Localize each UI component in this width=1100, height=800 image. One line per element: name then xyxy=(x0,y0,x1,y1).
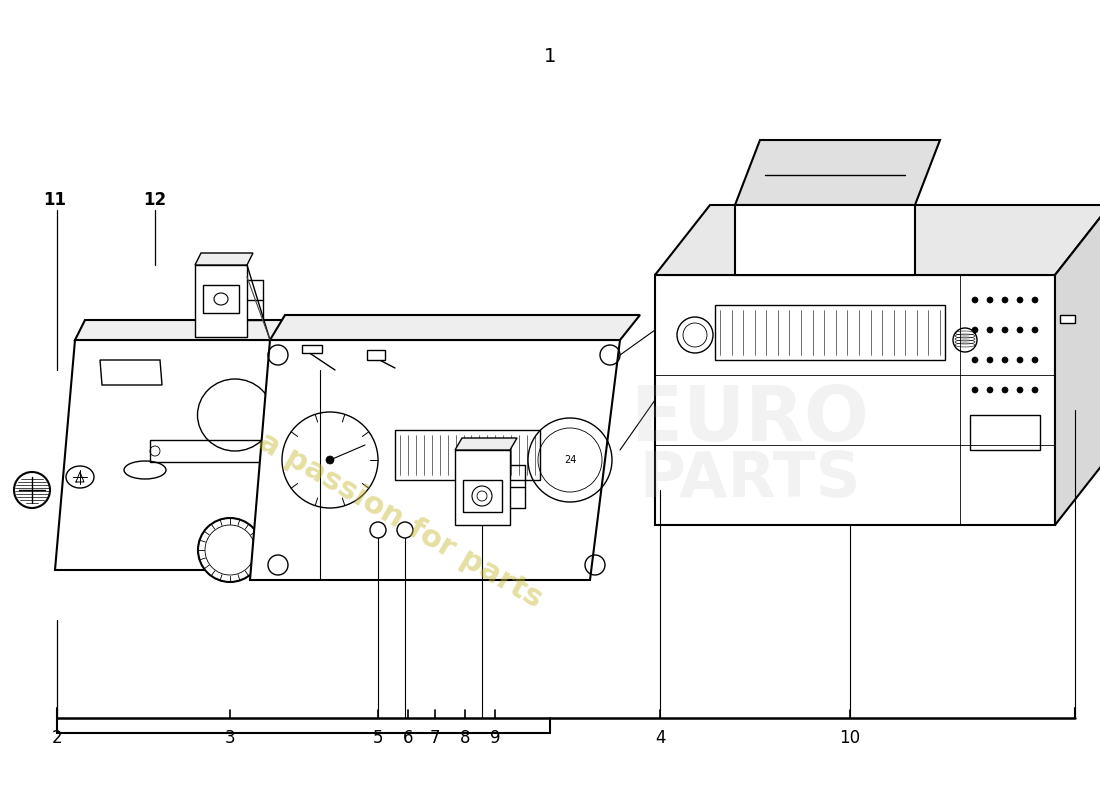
Circle shape xyxy=(1018,357,1023,363)
Polygon shape xyxy=(455,438,517,450)
Polygon shape xyxy=(100,360,162,385)
Ellipse shape xyxy=(66,466,94,488)
Bar xyxy=(310,360,382,455)
Text: 1: 1 xyxy=(543,47,557,66)
Bar xyxy=(715,305,945,360)
Text: EURO: EURO xyxy=(631,383,869,457)
Circle shape xyxy=(1032,327,1038,333)
Bar xyxy=(150,440,280,462)
Circle shape xyxy=(1002,327,1008,333)
Text: 5: 5 xyxy=(373,729,383,747)
Circle shape xyxy=(370,522,386,538)
Circle shape xyxy=(972,297,978,303)
Circle shape xyxy=(1032,387,1038,393)
Bar xyxy=(204,285,239,313)
Circle shape xyxy=(1032,357,1038,363)
Circle shape xyxy=(1002,297,1008,303)
Circle shape xyxy=(198,518,262,582)
Circle shape xyxy=(1018,297,1023,303)
Text: 9: 9 xyxy=(490,729,500,747)
Bar xyxy=(395,430,540,480)
Polygon shape xyxy=(735,205,915,275)
Bar xyxy=(195,265,248,337)
Polygon shape xyxy=(270,315,640,340)
Polygon shape xyxy=(195,253,253,265)
Polygon shape xyxy=(55,340,410,570)
Bar xyxy=(970,415,1040,450)
Polygon shape xyxy=(250,340,620,580)
Circle shape xyxy=(972,327,978,333)
Circle shape xyxy=(987,387,993,393)
Circle shape xyxy=(397,522,412,538)
Text: 7: 7 xyxy=(430,729,440,747)
Circle shape xyxy=(987,297,993,303)
Circle shape xyxy=(972,387,978,393)
Text: a passion for parts: a passion for parts xyxy=(253,426,548,614)
Circle shape xyxy=(1018,327,1023,333)
Text: 10: 10 xyxy=(839,729,860,747)
Text: 3: 3 xyxy=(224,729,235,747)
Circle shape xyxy=(987,357,993,363)
Bar xyxy=(302,345,322,353)
Polygon shape xyxy=(654,205,1100,275)
Bar xyxy=(463,480,502,512)
Text: 2: 2 xyxy=(52,729,63,747)
Text: 11: 11 xyxy=(44,191,66,209)
Text: 8: 8 xyxy=(460,729,471,747)
Circle shape xyxy=(1002,357,1008,363)
Circle shape xyxy=(676,317,713,353)
Circle shape xyxy=(1032,297,1038,303)
Bar xyxy=(1060,315,1075,323)
Polygon shape xyxy=(735,140,940,205)
Circle shape xyxy=(987,327,993,333)
Text: 4: 4 xyxy=(654,729,666,747)
Ellipse shape xyxy=(14,472,50,508)
Circle shape xyxy=(1002,387,1008,393)
Circle shape xyxy=(1018,387,1023,393)
Bar xyxy=(367,350,385,360)
Text: 24: 24 xyxy=(564,455,576,465)
Polygon shape xyxy=(75,320,420,340)
Circle shape xyxy=(972,357,978,363)
Text: 12: 12 xyxy=(143,191,166,209)
Polygon shape xyxy=(1055,205,1100,525)
Bar xyxy=(654,275,1055,525)
Text: PARTS: PARTS xyxy=(639,450,861,510)
Circle shape xyxy=(326,456,334,464)
Bar xyxy=(455,450,510,525)
Text: 6: 6 xyxy=(403,729,414,747)
